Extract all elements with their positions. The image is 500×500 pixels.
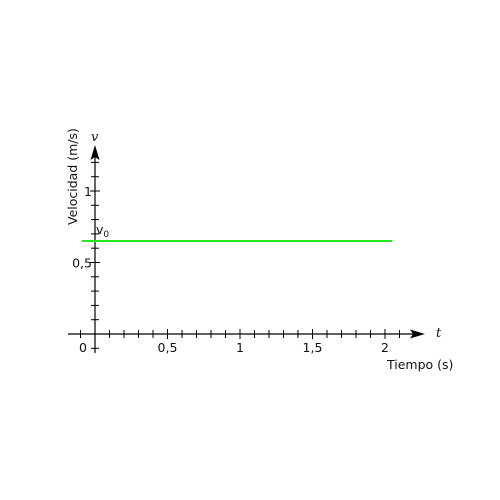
y-tick-label: 1 xyxy=(84,184,92,199)
x-tick-label: 2 xyxy=(381,340,389,355)
tick-labels: 0 0,5 1 1,5 2 0,5 1 xyxy=(72,184,389,355)
y-tick-label: 0,5 xyxy=(72,256,92,271)
ticks xyxy=(80,161,400,349)
x-tick-label: 0,5 xyxy=(158,340,178,355)
x-axis-label: Tiempo (s) xyxy=(386,357,453,372)
y-axis-label: Velocidad (m/s) xyxy=(65,128,80,225)
y-axis-arrow xyxy=(90,145,100,160)
x-axis-arrow xyxy=(410,329,425,339)
x-tick-label: 0 xyxy=(79,340,87,355)
y-axis-symbol: v xyxy=(91,130,99,145)
x-axis-symbol: t xyxy=(436,326,442,341)
x-tick-label: 1,5 xyxy=(303,340,323,355)
axes xyxy=(68,145,425,353)
x-tick-label: 1 xyxy=(236,340,244,355)
v0-annotation: v0 xyxy=(96,222,109,240)
v0-base: v xyxy=(96,222,104,237)
v0-subscript: 0 xyxy=(103,230,109,240)
